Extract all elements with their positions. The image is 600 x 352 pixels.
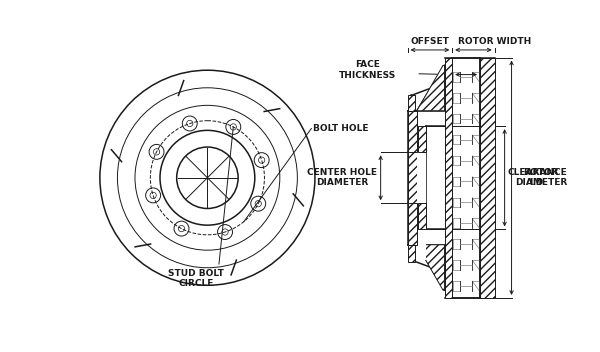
Bar (480, 58, 494, 298)
Polygon shape (417, 65, 445, 111)
Bar (418, 203, 426, 230)
Bar (407, 111, 417, 245)
Text: FACE
THICKNESS: FACE THICKNESS (339, 60, 396, 80)
Bar (407, 245, 415, 262)
Bar (452, 58, 480, 298)
Bar (407, 203, 417, 245)
Polygon shape (417, 245, 445, 290)
Text: ROTOR WIDTH: ROTOR WIDTH (458, 37, 532, 46)
Bar (418, 126, 426, 152)
Bar (445, 58, 452, 298)
Bar (407, 111, 417, 152)
Text: STUD BOLT
CIRCLE: STUD BOLT CIRCLE (168, 269, 224, 288)
Bar (407, 95, 415, 111)
Text: BOLT HOLE: BOLT HOLE (313, 124, 368, 133)
Text: CENTER HOLE
DIAMETER: CENTER HOLE DIAMETER (307, 168, 377, 188)
Bar (417, 126, 426, 260)
Text: ROTOR
DIAMETER: ROTOR DIAMETER (515, 168, 567, 188)
Text: OFFSET: OFFSET (410, 37, 449, 46)
Text: CLEARANCE
I.D.: CLEARANCE I.D. (508, 168, 568, 188)
